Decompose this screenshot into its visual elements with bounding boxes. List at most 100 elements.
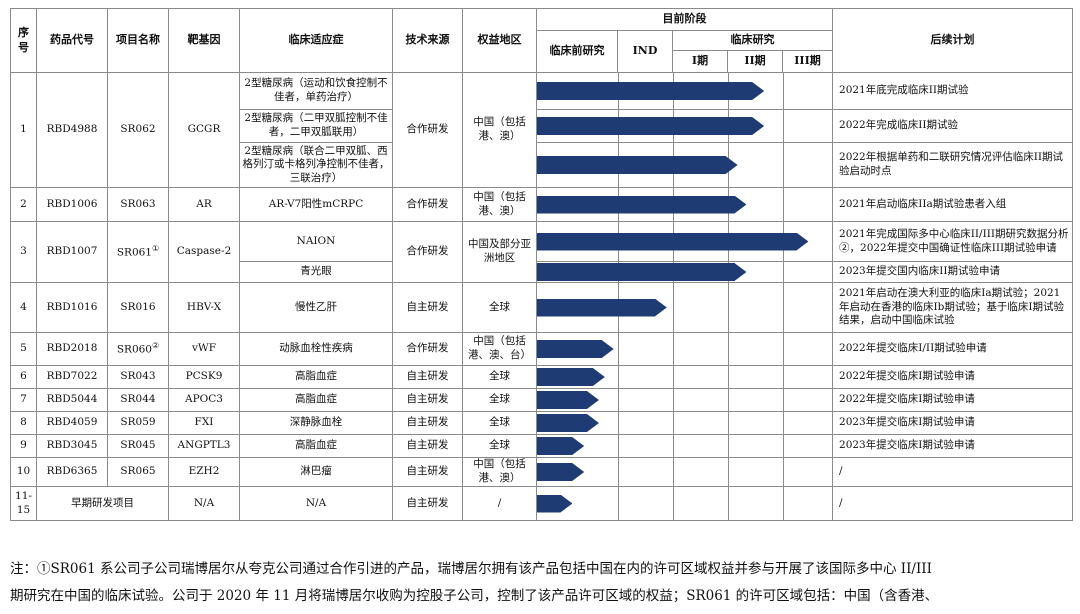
header-rights-region: 权益地区: [462, 8, 537, 73]
cell-seq: 7: [10, 388, 37, 412]
project-name-text: SR061: [116, 246, 152, 259]
cell-seq: 5: [10, 332, 37, 366]
stage-divider: [728, 366, 729, 388]
table-row: 7 RBD5044 SR044 APOC3 高脂血症 自主研发 全球 2022年提交临床I期试…: [10, 388, 1074, 412]
cell-follow-up: 2023年提交国内临床II期试验申请: [832, 261, 1074, 283]
stage-divider: [728, 333, 729, 365]
header-phase2: II期: [727, 50, 783, 73]
header-preclinical: 临床前研究: [536, 30, 618, 73]
stage-divider: [618, 435, 619, 457]
stage-divider: [618, 389, 619, 411]
stage-progress-cell: [535, 187, 834, 222]
cell-follow-up: 2022年完成临床II期试验: [832, 109, 1074, 143]
table-row: 2型糖尿病（联合二甲双胍、西格列汀或卡格列净控制不佳者，三联治疗） 2022年根据…: [11, 142, 1074, 188]
project-name-text: SR016: [120, 300, 156, 313]
stage-divider: [618, 487, 619, 520]
header-target: 靶基因: [168, 8, 240, 73]
cell-project-name: SR043: [107, 365, 169, 389]
cell-rights-region: 全球: [462, 411, 537, 435]
stage-divider: [783, 143, 784, 187]
cell-indication: 2型糖尿病（运动和饮食控制不佳者，单药治疗）: [239, 72, 393, 110]
table-row: 1 RBD4988 SR062 GCGR 2型糖尿病（运动和饮食控制不佳者，单药治疗）合…: [10, 72, 1074, 188]
cell-rights-region: 中国（包括港、澳）: [462, 72, 537, 188]
cell-target: HBV-X: [168, 282, 240, 333]
cell-seq: 4: [10, 282, 37, 333]
progress-bar: [537, 495, 572, 513]
progress-bar: [537, 437, 584, 455]
cell-tech-source: 合作研发: [392, 187, 463, 222]
stage-divider: [618, 458, 619, 486]
stage-divider: [783, 412, 784, 434]
table-row: 11-15 早期研发项目 N/A N/A 自主研发 / /: [10, 486, 1074, 521]
cell-indication: 动脉血栓性疾病: [239, 332, 393, 366]
cell-project-name: SR062: [107, 72, 169, 188]
footnote-mark: ①: [151, 243, 160, 253]
stage-progress-cell: [535, 411, 834, 435]
cell-drug-code: RBD6365: [36, 457, 108, 487]
stage-progress-cell: [535, 261, 834, 283]
cell-rights-region: 全球: [462, 434, 537, 458]
cell-drug-code: RBD1016: [36, 282, 108, 333]
stage-divider: [673, 333, 674, 365]
progress-bar: [537, 82, 764, 100]
cell-tech-source: 自主研发: [392, 434, 463, 458]
cell-rights-region: 中国（包括港、澳）: [462, 187, 537, 222]
cell-indication: 淋巴瘤: [239, 457, 393, 487]
header-clinical: 临床研究: [671, 30, 834, 51]
cell-target: Caspase-2: [168, 221, 240, 283]
stage-gridlines: [538, 389, 832, 411]
cell-follow-up: 2022年提交临床I/II期试验申请: [832, 332, 1074, 366]
cell-tech-source: 自主研发: [392, 457, 463, 487]
footnote-line-2: 期研究在中国的临床试验。公司于 2020 年 11 月将瑞博居尔收购为控股子公司…: [10, 588, 939, 604]
stage-progress-cell: [535, 434, 834, 458]
progress-bar: [537, 263, 746, 281]
cell-indication: NAION: [239, 221, 393, 262]
stage-divider: [618, 366, 619, 388]
progress-bar: [537, 196, 746, 214]
progress-bar: [537, 391, 599, 409]
table-row: 4 RBD1016 SR016 HBV-X 慢性乙肝 自主研发 全球 2021年启动在澳大利亚…: [10, 282, 1074, 333]
table-row: 青光眼 2023年提交国内临床II期试验申请: [11, 261, 1074, 283]
stage-progress-cell: [535, 282, 834, 333]
footnote-mark: ②: [151, 340, 160, 350]
project-name-text: SR060: [116, 343, 152, 356]
stage-divider: [728, 435, 729, 457]
progress-bar: [537, 414, 599, 432]
project-name-text: SR062: [120, 123, 156, 136]
stage-gridlines: [538, 366, 832, 388]
cell-target: PCSK9: [168, 365, 240, 389]
stage-progress-cell: [535, 109, 834, 143]
table-row: 2型糖尿病（二甲双胍控制不佳者，二甲双胍联用） 2022年完成临床II期试验: [11, 109, 1074, 143]
stage-divider: [728, 389, 729, 411]
project-name-text: SR044: [120, 393, 156, 406]
stage-progress-cell: [535, 221, 834, 262]
stage-divider: [783, 188, 784, 221]
cell-drug-code: 早期研发项目: [36, 486, 169, 521]
cell-tech-source: 自主研发: [392, 282, 463, 333]
stage-divider: [673, 389, 674, 411]
cell-target: GCGR: [168, 72, 240, 188]
project-name-text: SR065: [120, 465, 156, 478]
stage-gridlines: [538, 487, 832, 520]
cell-tech-source: 合作研发: [392, 332, 463, 366]
cell-follow-up: 2021年启动临床IIa期试验患者入组: [832, 187, 1074, 222]
cell-seq: 1: [10, 72, 37, 188]
cell-target: AR: [168, 187, 240, 222]
cell-seq: 10: [10, 457, 37, 487]
cell-follow-up: 2022年根据单药和二联研究情况评估临床II期试验启动时点: [832, 142, 1074, 188]
header-phase1: I期: [672, 50, 728, 73]
cell-drug-code: RBD1007: [36, 221, 108, 283]
stage-divider: [673, 458, 674, 486]
cell-drug-code: RBD4059: [36, 411, 108, 435]
cell-rights-region: 全球: [462, 388, 537, 412]
project-name-text: SR059: [120, 416, 156, 429]
stage-progress-cell: [535, 332, 834, 366]
cell-seq: 3: [10, 221, 37, 283]
header-follow-up: 后续计划: [832, 8, 1074, 73]
cell-indication: AR-V7阳性mCRPC: [239, 187, 393, 222]
stage-gridlines: [538, 458, 832, 486]
stage-divider: [673, 366, 674, 388]
cell-project-name: SR016: [107, 282, 169, 333]
cell-follow-up: 2021年完成国际多中心临床II/III期研究数据分析②，2022年提交中国确证…: [832, 221, 1074, 262]
cell-follow-up: /: [832, 486, 1074, 521]
